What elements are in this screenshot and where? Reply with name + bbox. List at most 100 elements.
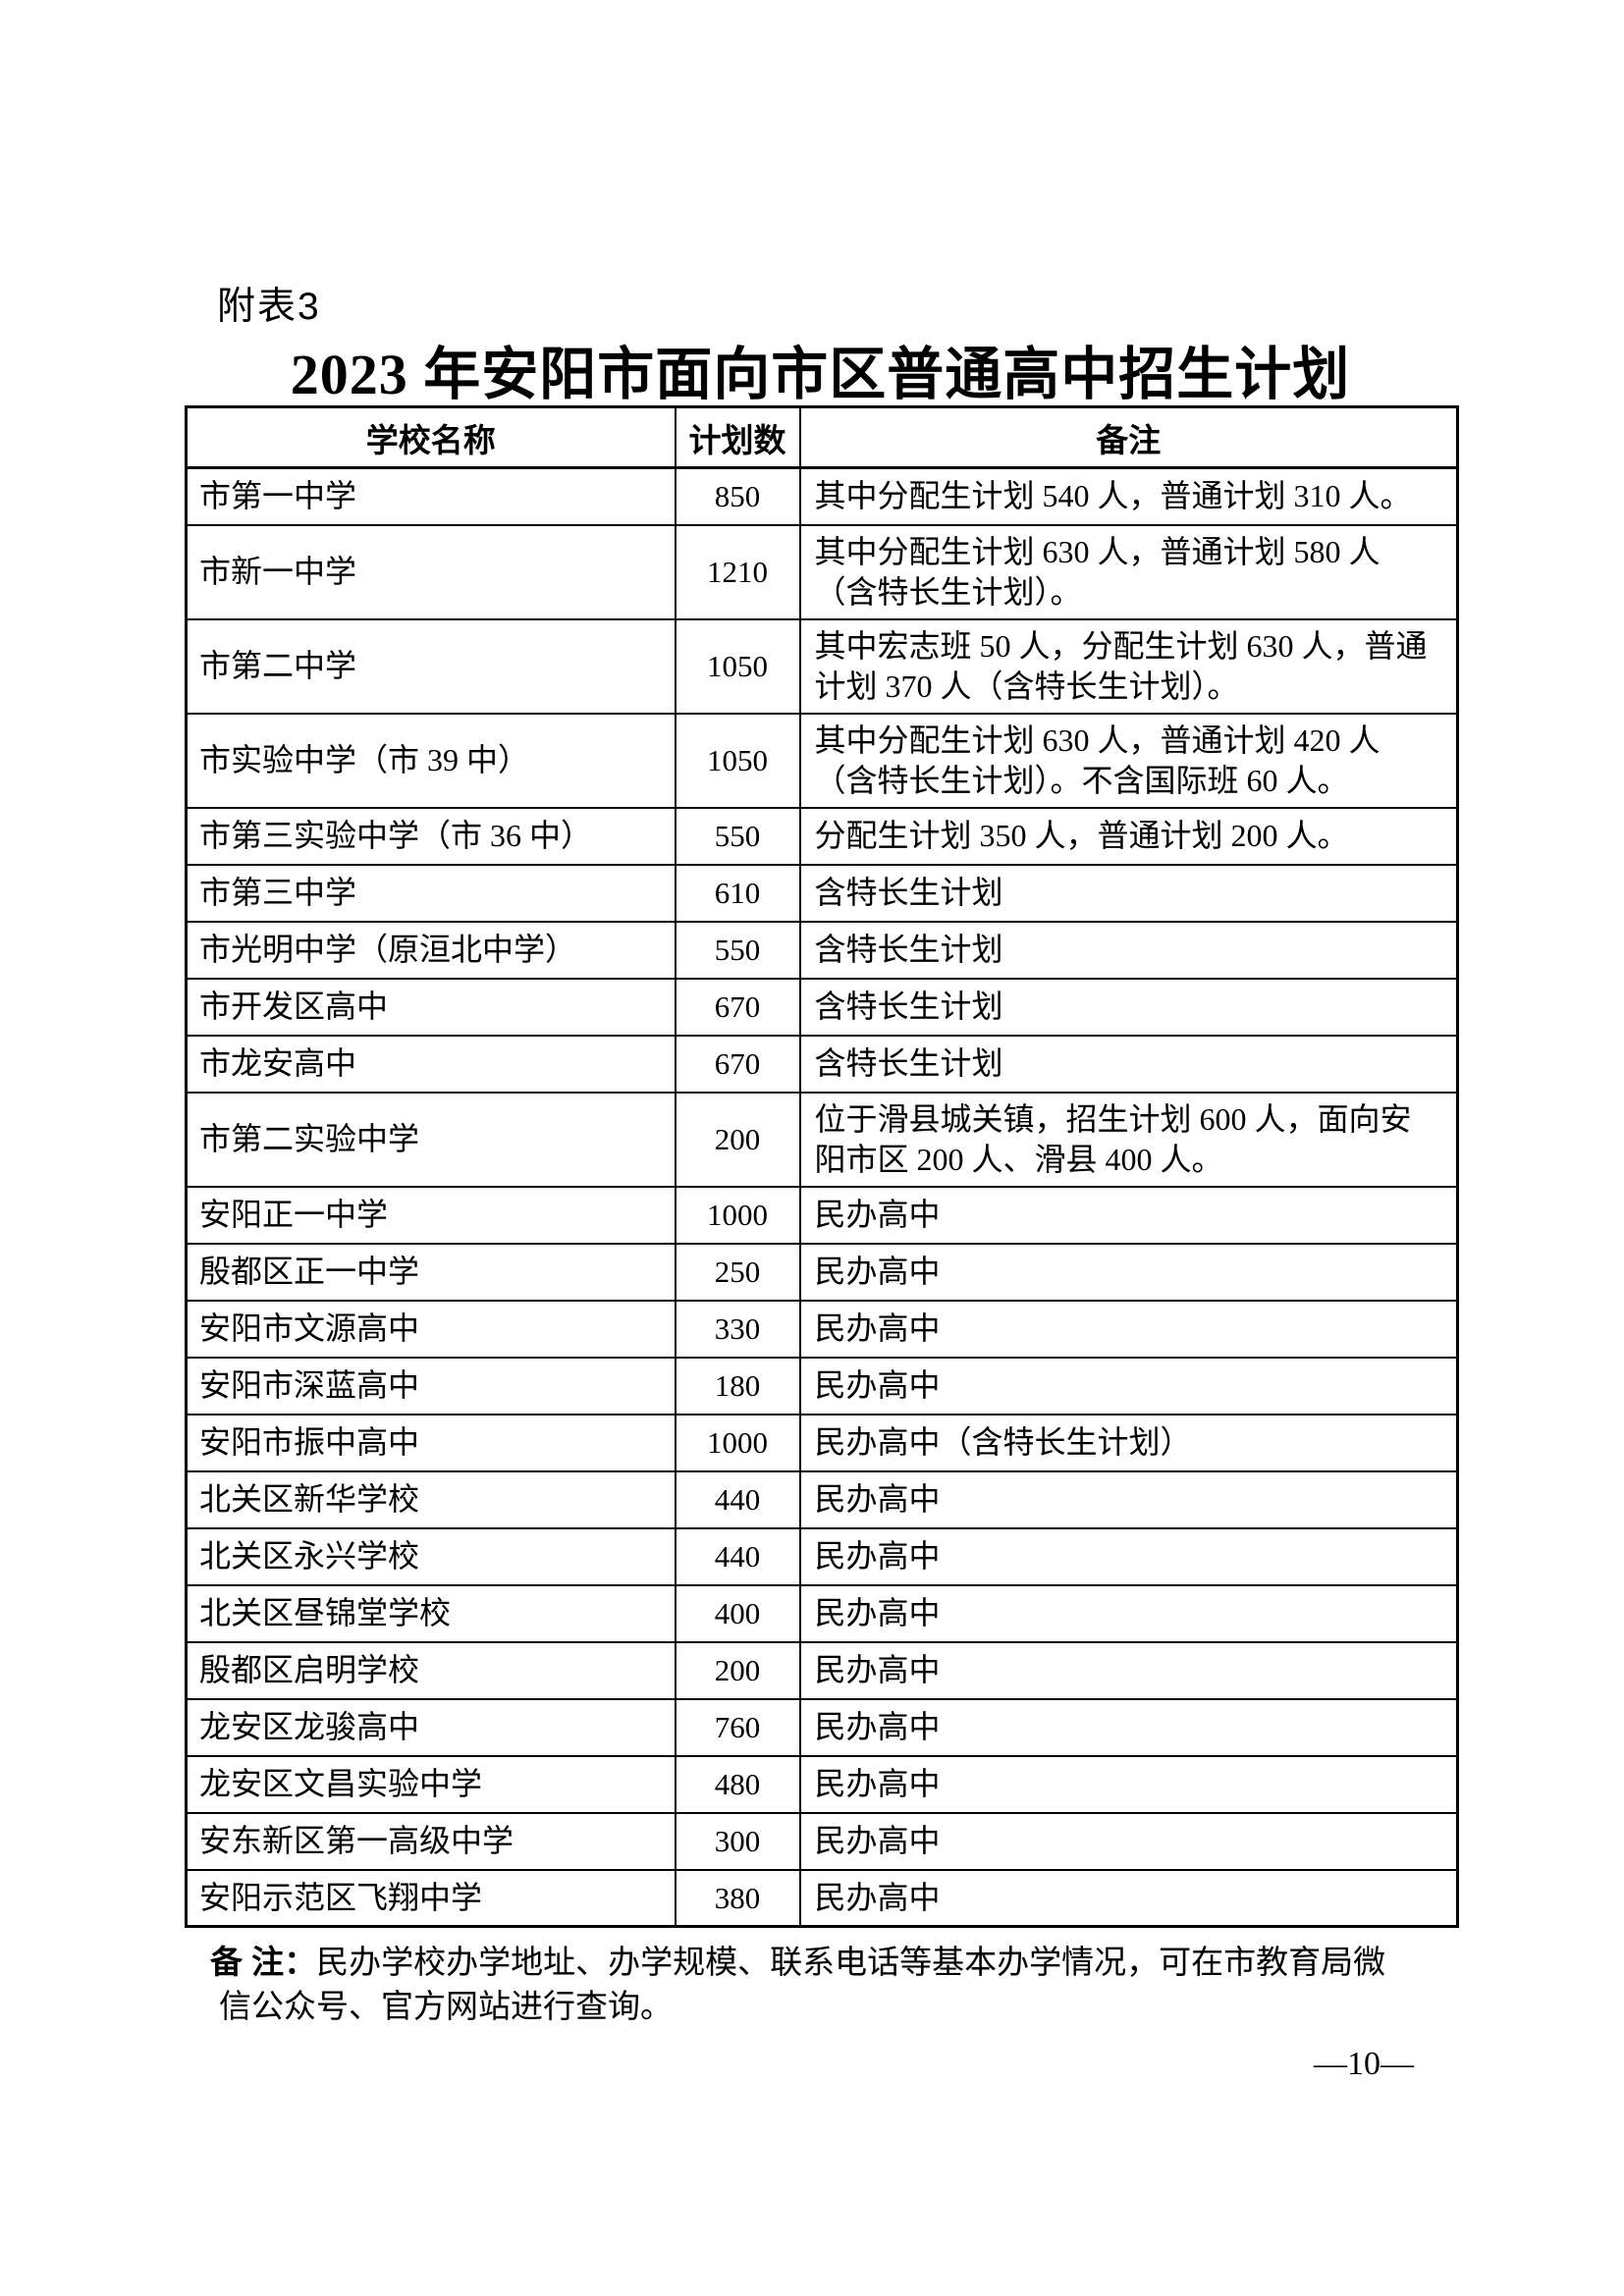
school-name-cell: 北关区永兴学校 <box>185 1526 677 1586</box>
plan-count-cell: 440 <box>674 1469 801 1529</box>
table-row: 北关区新华学校 440 民办高中 <box>185 1469 1459 1529</box>
footnote-line-1: 备 注：民办学校办学地址、办学规模、联系电话等基本办学情况，可在市教育局微 <box>210 1940 1473 1986</box>
plan-count-cell: 250 <box>674 1242 801 1302</box>
plan-count-cell: 1210 <box>674 523 801 620</box>
plan-count-cell: 300 <box>674 1811 801 1871</box>
table-row: 殷都区正一中学 250 民办高中 <box>185 1242 1459 1302</box>
remark-cell: 其中宏志班 50 人，分配生计划 630 人，普通计划 370 人（含特长生计划… <box>798 617 1459 715</box>
table-header-row: 学校名称 计划数 备注 <box>185 405 1459 469</box>
remark-cell: 民办高中 <box>798 1469 1459 1529</box>
table-row: 安阳正一中学 1000 民办高中 <box>185 1185 1459 1245</box>
school-name-cell: 殷都区正一中学 <box>185 1242 677 1302</box>
remark-cell: 其中分配生计划 630 人，普通计划 420 人（含特长生计划）。不含国际班 6… <box>798 712 1459 809</box>
school-name-cell: 市第三中学 <box>185 863 677 923</box>
school-name-cell: 市开发区高中 <box>185 977 677 1037</box>
plan-count-cell: 610 <box>674 863 801 923</box>
table-row: 市第二中学 1050 其中宏志班 50 人，分配生计划 630 人，普通计划 3… <box>185 617 1459 715</box>
plan-count-cell: 1050 <box>674 617 801 715</box>
page-title: 2023 年安阳市面向市区普通高中招生计划 <box>290 343 1351 406</box>
school-name-cell: 安阳正一中学 <box>185 1185 677 1245</box>
plan-count-cell: 180 <box>674 1356 801 1415</box>
plan-count-cell: 380 <box>674 1868 801 1928</box>
plan-count-cell: 1050 <box>674 712 801 809</box>
table-row: 安阳示范区飞翔中学 380 民办高中 <box>185 1868 1459 1928</box>
plan-count-cell: 400 <box>674 1583 801 1643</box>
table-row: 北关区永兴学校 440 民办高中 <box>185 1526 1459 1586</box>
remark-cell: 民办高中 <box>798 1185 1459 1245</box>
remark-cell: 民办高中 <box>798 1242 1459 1302</box>
remark-cell: 民办高中 <box>798 1811 1459 1871</box>
table-row: 市开发区高中 670 含特长生计划 <box>185 977 1459 1037</box>
school-name-cell: 市第三实验中学（市 36 中） <box>185 806 677 866</box>
school-name-cell: 市第一中学 <box>185 466 677 526</box>
plan-count-cell: 480 <box>674 1754 801 1814</box>
plan-count-cell: 1000 <box>674 1413 801 1472</box>
plan-count-cell: 670 <box>674 977 801 1037</box>
remark-cell: 民办高中 <box>798 1754 1459 1814</box>
header-remark: 备注 <box>798 405 1459 469</box>
table-row: 市龙安高中 670 含特长生计划 <box>185 1034 1459 1094</box>
school-name-cell: 市实验中学（市 39 中） <box>185 712 677 809</box>
footnote: 备 注：民办学校办学地址、办学规模、联系电话等基本办学情况，可在市教育局微 信公… <box>210 1940 1473 2030</box>
page-number: —10— <box>1314 2046 1414 2082</box>
enrollment-plan-table: 学校名称 计划数 备注 市第一中学 850 其中分配生计划 540 人，普通计划… <box>185 405 1459 1928</box>
remark-cell: 民办高中 <box>798 1299 1459 1359</box>
remark-cell: 民办高中 <box>798 1640 1459 1700</box>
school-name-cell: 安阳示范区飞翔中学 <box>185 1868 677 1928</box>
table-row: 安东新区第一高级中学 300 民办高中 <box>185 1811 1459 1871</box>
table-row: 市第一中学 850 其中分配生计划 540 人，普通计划 310 人。 <box>185 466 1459 526</box>
plan-count-cell: 330 <box>674 1299 801 1359</box>
table-row: 市第三实验中学（市 36 中） 550 分配生计划 350 人，普通计划 200… <box>185 806 1459 866</box>
table-row: 市新一中学 1210 其中分配生计划 630 人，普通计划 580 人（含特长生… <box>185 523 1459 620</box>
plan-count-cell: 760 <box>674 1697 801 1757</box>
school-name-cell: 市新一中学 <box>185 523 677 620</box>
remark-cell: 民办高中 <box>798 1583 1459 1643</box>
table-row: 安阳市文源高中 330 民办高中 <box>185 1299 1459 1359</box>
school-name-cell: 龙安区文昌实验中学 <box>185 1754 677 1814</box>
appendix-label: 附表3 <box>217 286 321 328</box>
remark-cell: 分配生计划 350 人，普通计划 200 人。 <box>798 806 1459 866</box>
remark-cell: 民办高中 <box>798 1868 1459 1928</box>
remark-cell: 民办高中（含特长生计划） <box>798 1413 1459 1472</box>
table-row: 市实验中学（市 39 中） 1050 其中分配生计划 630 人，普通计划 42… <box>185 712 1459 809</box>
school-name-cell: 市第二中学 <box>185 617 677 715</box>
table-row: 殷都区启明学校 200 民办高中 <box>185 1640 1459 1700</box>
table-header: 学校名称 计划数 备注 <box>185 405 1459 469</box>
table-row: 安阳市振中高中 1000 民办高中（含特长生计划） <box>185 1413 1459 1472</box>
remark-cell: 含特长生计划 <box>798 863 1459 923</box>
remark-cell: 民办高中 <box>798 1356 1459 1415</box>
remark-cell: 民办高中 <box>798 1697 1459 1757</box>
school-name-cell: 北关区昼锦堂学校 <box>185 1583 677 1643</box>
plan-count-cell: 1000 <box>674 1185 801 1245</box>
school-name-cell: 安阳市文源高中 <box>185 1299 677 1359</box>
plan-count-cell: 440 <box>674 1526 801 1586</box>
table-row: 市第三中学 610 含特长生计划 <box>185 863 1459 923</box>
plan-count-cell: 550 <box>674 920 801 980</box>
school-name-cell: 龙安区龙骏高中 <box>185 1697 677 1757</box>
footnote-line-2: 信公众号、官方网站进行查询。 <box>219 1990 673 2025</box>
footnote-text-1: 民办学校办学地址、办学规模、联系电话等基本办学情况，可在市教育局微 <box>316 1946 1386 1981</box>
enrollment-table-body: 市第一中学 850 其中分配生计划 540 人，普通计划 310 人。 市新一中… <box>185 466 1459 1928</box>
remark-cell: 含特长生计划 <box>798 1034 1459 1094</box>
remark-cell: 位于滑县城关镇，招生计划 600 人，面向安阳市区 200 人、滑县 400 人… <box>798 1091 1459 1188</box>
school-name-cell: 安东新区第一高级中学 <box>185 1811 677 1871</box>
remark-cell: 含特长生计划 <box>798 920 1459 980</box>
school-name-cell: 市第二实验中学 <box>185 1091 677 1188</box>
remark-cell: 其中分配生计划 540 人，普通计划 310 人。 <box>798 466 1459 526</box>
school-name-cell: 北关区新华学校 <box>185 1469 677 1529</box>
remark-cell: 民办高中 <box>798 1526 1459 1586</box>
plan-count-cell: 200 <box>674 1091 801 1188</box>
remark-cell: 其中分配生计划 630 人，普通计划 580 人（含特长生计划）。 <box>798 523 1459 620</box>
plan-count-cell: 550 <box>674 806 801 866</box>
school-name-cell: 殷都区启明学校 <box>185 1640 677 1700</box>
table-row: 龙安区文昌实验中学 480 民办高中 <box>185 1754 1459 1814</box>
footnote-label: 备 注： <box>210 1944 317 1980</box>
school-name-cell: 安阳市深蓝高中 <box>185 1356 677 1415</box>
table-row: 市第二实验中学 200 位于滑县城关镇，招生计划 600 人，面向安阳市区 20… <box>185 1091 1459 1188</box>
school-name-cell: 市龙安高中 <box>185 1034 677 1094</box>
header-school-name: 学校名称 <box>185 405 677 469</box>
table-row: 北关区昼锦堂学校 400 民办高中 <box>185 1583 1459 1643</box>
table-row: 市光明中学（原洹北中学） 550 含特长生计划 <box>185 920 1459 980</box>
school-name-cell: 安阳市振中高中 <box>185 1413 677 1472</box>
